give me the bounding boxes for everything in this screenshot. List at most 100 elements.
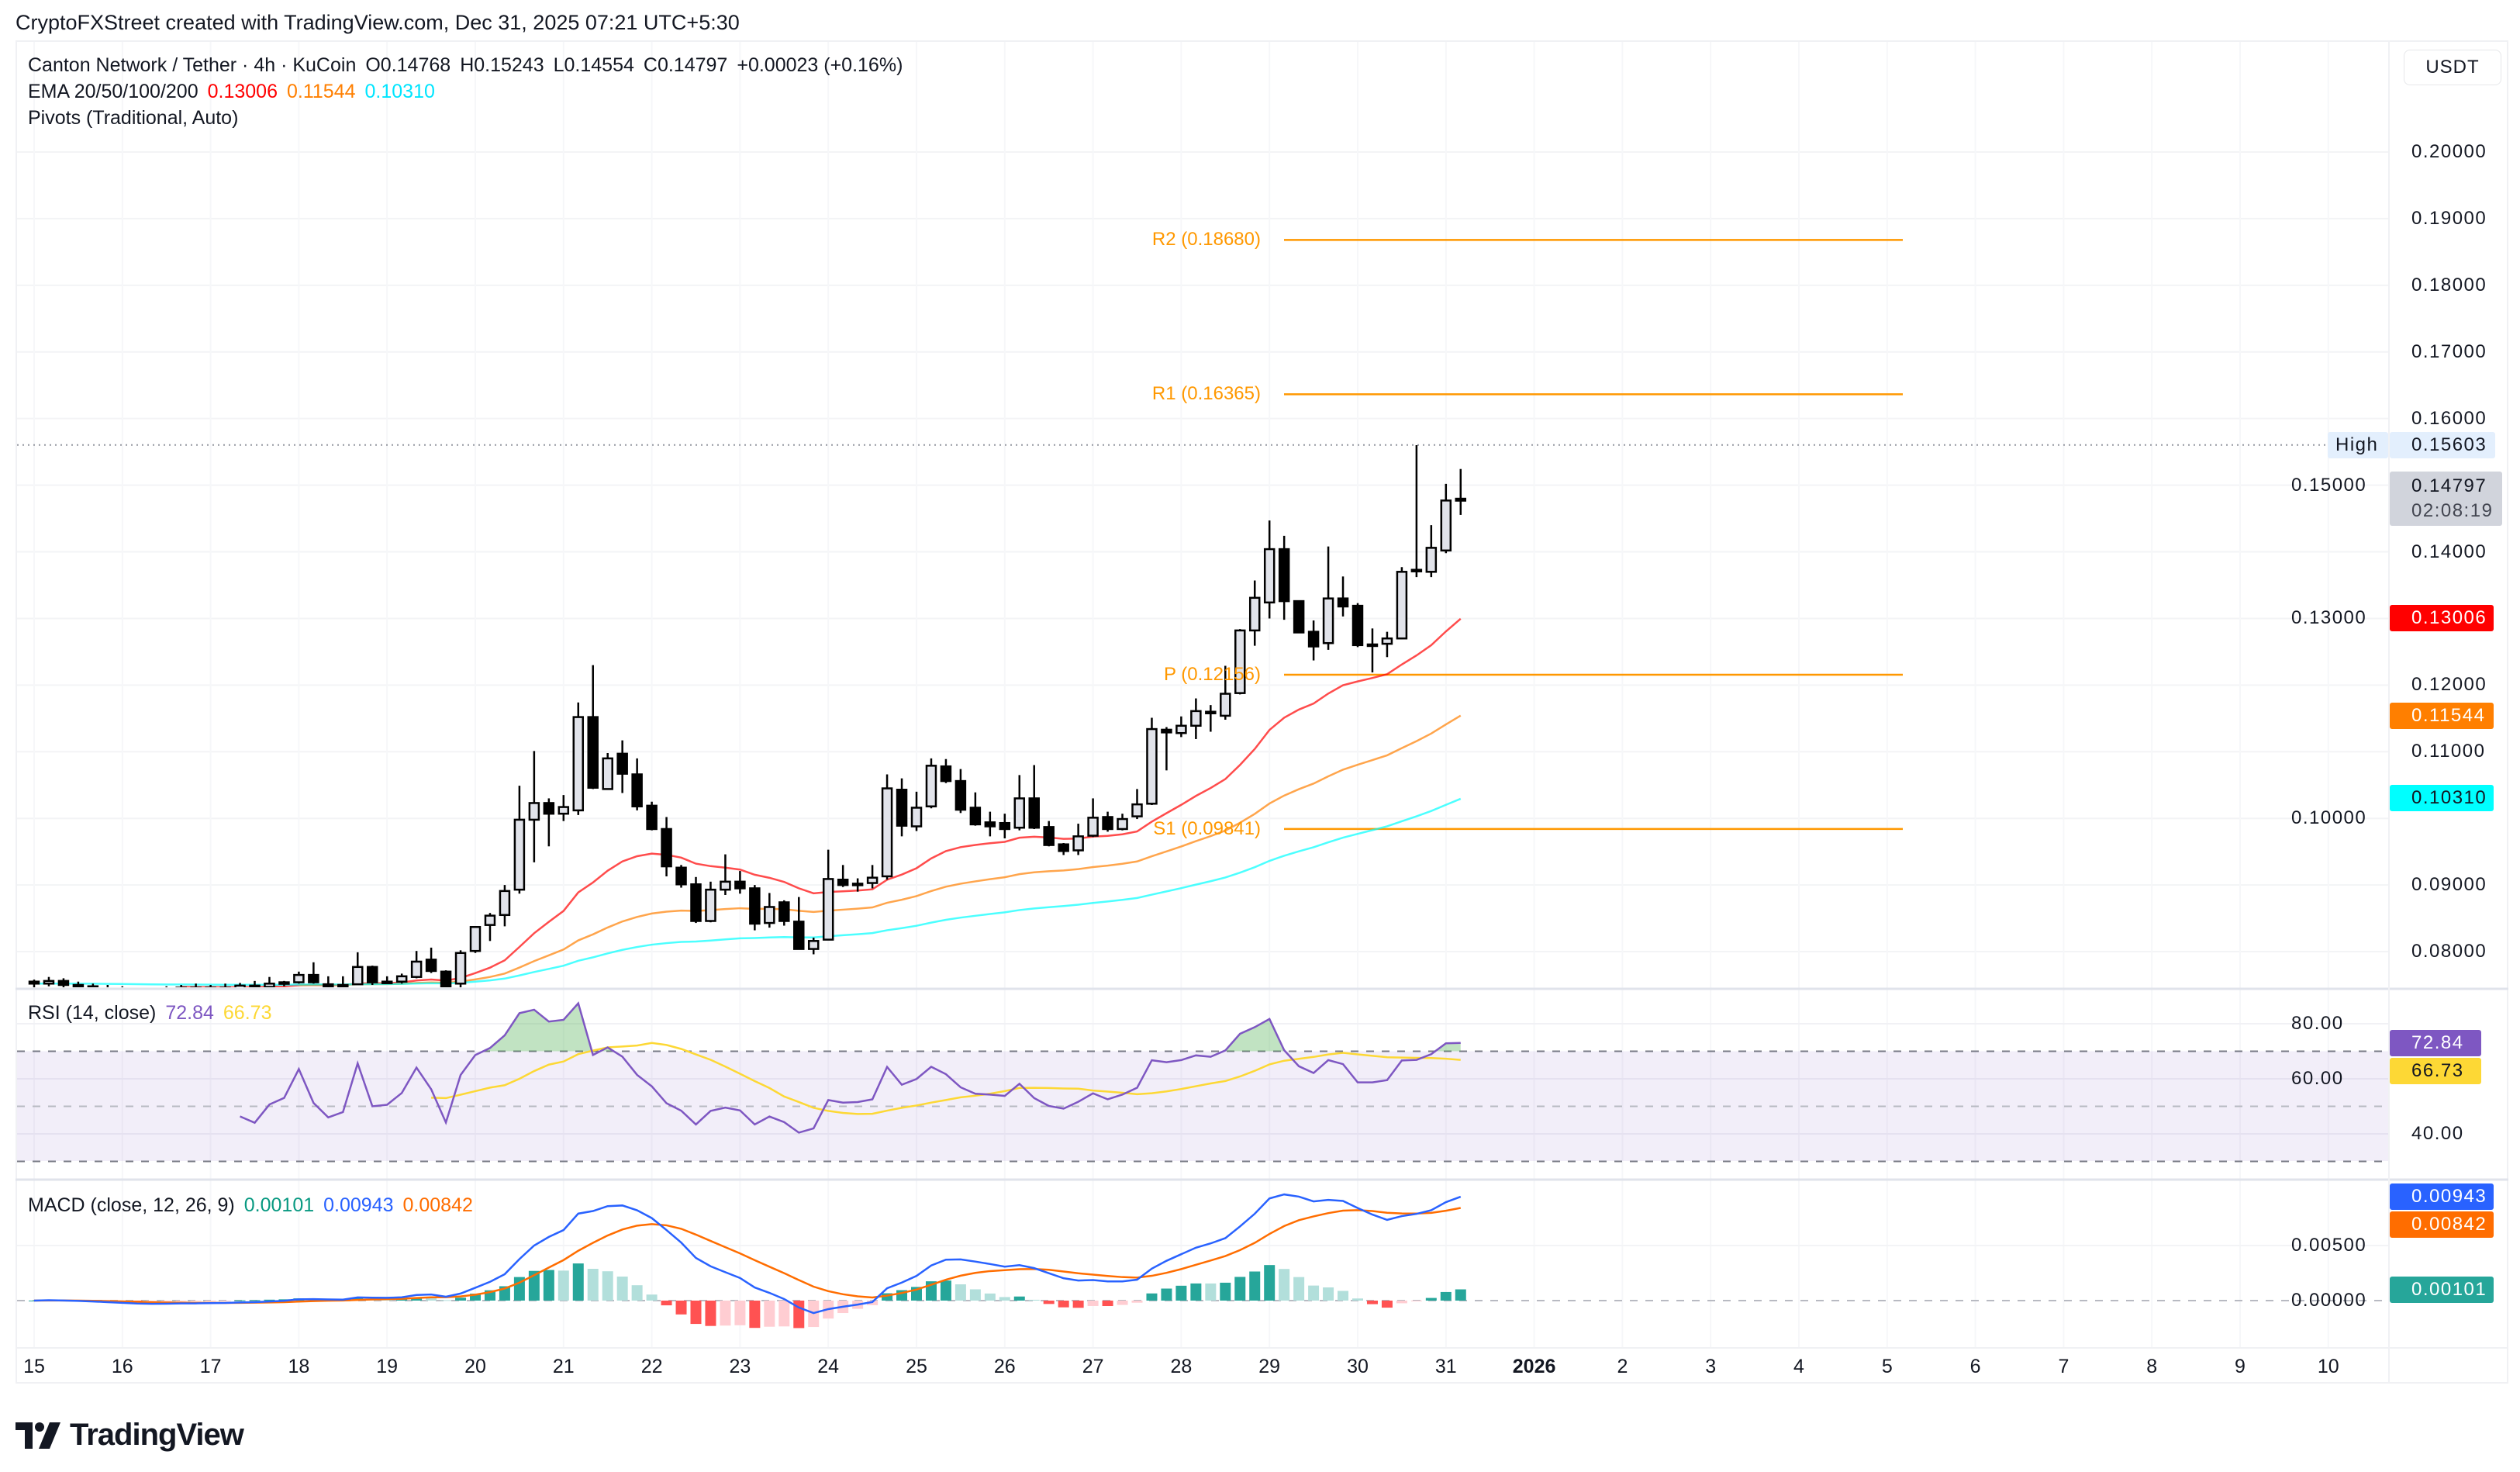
candle — [513, 786, 526, 894]
rsi-tick: 40.00 — [2411, 1123, 2464, 1144]
macd-histogram-bar — [1102, 1301, 1113, 1307]
ema-legend: EMA 20/50/100/200 0.13006 0.11544 0.10310 — [28, 81, 444, 103]
candle — [28, 980, 40, 987]
macd-title[interactable]: MACD (close, 12, 26, 9) — [28, 1194, 235, 1216]
time-axis-label: 3 — [1705, 1356, 1717, 1377]
symbol-title[interactable]: Canton Network / Tether · 4h · KuCoin — [28, 54, 357, 76]
ohlc-close: C0.14797 — [643, 54, 728, 76]
candle — [43, 976, 55, 987]
candle — [425, 947, 437, 973]
time-axis-label: 17 — [199, 1356, 222, 1377]
macd-tick: 0.00500 — [2291, 1235, 2367, 1256]
macd-line-value: 0.00943 — [323, 1194, 394, 1216]
candle-body — [43, 980, 55, 985]
macd-histogram-bar — [249, 1300, 261, 1301]
candle — [822, 849, 834, 941]
time-axis-label: 4 — [1793, 1356, 1804, 1377]
candle-body — [631, 773, 643, 807]
candle — [1410, 445, 1423, 578]
rsi-tick: 60.00 — [2291, 1068, 2344, 1089]
time-axis-label: 6 — [1969, 1356, 1981, 1377]
price-tick: 0.10000 — [2291, 807, 2367, 829]
candle-body — [1425, 547, 1438, 573]
candle — [264, 976, 275, 987]
macd-histogram-bar — [455, 1298, 467, 1301]
candle-body — [822, 878, 834, 941]
tradingview-logo[interactable]: TradingView — [16, 1418, 244, 1453]
currency-button[interactable]: USDT — [2404, 50, 2501, 85]
macd-histogram-bar — [882, 1293, 893, 1301]
candle-body — [234, 984, 246, 987]
candle — [1278, 535, 1290, 620]
macd-histogram-bar — [999, 1297, 1010, 1301]
candle — [602, 752, 613, 790]
candle-body — [1440, 499, 1452, 552]
macd-histogram-bar — [1087, 1301, 1099, 1306]
macd-histogram-bar — [1425, 1298, 1437, 1301]
candle — [616, 740, 628, 793]
macd-histogram-bar — [1440, 1291, 1452, 1301]
candle — [1058, 842, 1069, 855]
macd-histogram-bar — [720, 1301, 731, 1326]
attribution-text: CryptoFXStreet created with TradingView.… — [16, 11, 740, 34]
candle — [410, 951, 423, 979]
rsi-line — [240, 1001, 1461, 1134]
candle-body — [969, 807, 982, 826]
price-tick: 0.16000 — [2411, 407, 2487, 429]
price-tick: 0.09000 — [2411, 874, 2487, 896]
rsi-title[interactable]: RSI (14, close) — [28, 1002, 157, 1024]
candle — [1381, 631, 1393, 658]
candle-body — [558, 806, 570, 815]
candle-body — [866, 876, 879, 884]
candle-body — [87, 985, 99, 987]
candle — [499, 885, 511, 927]
candle — [57, 978, 70, 987]
candle-body — [1396, 571, 1408, 640]
high-value-label: 0.15603 — [2390, 431, 2495, 458]
candle — [734, 871, 746, 894]
candle — [1396, 567, 1408, 640]
macd-histogram-bar — [1043, 1301, 1055, 1304]
candle-body — [410, 960, 423, 978]
candle-body — [1410, 568, 1423, 572]
candle — [690, 876, 702, 924]
macd-histogram-bar — [1234, 1277, 1246, 1301]
candle-body — [749, 887, 761, 925]
candle-body — [1234, 629, 1246, 694]
time-axis-label: 21 — [552, 1356, 575, 1377]
candle-body — [323, 983, 334, 987]
last-price-value: 0.14797 — [2411, 475, 2487, 497]
candle-body — [293, 973, 305, 983]
candle-body — [1205, 710, 1217, 714]
macd-histogram-bar — [572, 1263, 584, 1301]
candle — [1131, 789, 1143, 820]
macd-histogram-bar — [1190, 1283, 1202, 1301]
pivots-legend: Pivots (Traditional, Auto) — [28, 107, 247, 130]
candle — [587, 665, 599, 790]
macd-signal-line — [33, 1207, 1462, 1304]
ema20-axis-label: 0.13006 — [2390, 604, 2494, 631]
candle-body — [484, 914, 496, 926]
candle — [572, 702, 585, 815]
candle — [308, 962, 319, 984]
candle — [337, 976, 349, 987]
candle — [219, 983, 231, 987]
macd-histogram-bar — [749, 1301, 761, 1329]
candle — [1117, 814, 1128, 831]
candle — [778, 900, 790, 926]
candle — [165, 986, 167, 987]
pivots-title[interactable]: Pivots (Traditional, Auto) — [28, 107, 239, 129]
candle — [984, 811, 996, 837]
ema-title[interactable]: EMA 20/50/100/200 — [28, 81, 198, 102]
candle-body — [661, 828, 672, 868]
macd-histogram-bar — [264, 1299, 275, 1301]
price-tick: 0.08000 — [2411, 941, 2487, 962]
candle — [1043, 821, 1055, 847]
candle — [837, 865, 849, 887]
candle — [910, 791, 923, 831]
candle — [1322, 546, 1334, 650]
candle-body — [1263, 548, 1276, 604]
candle — [631, 758, 643, 810]
candle — [1161, 727, 1172, 771]
